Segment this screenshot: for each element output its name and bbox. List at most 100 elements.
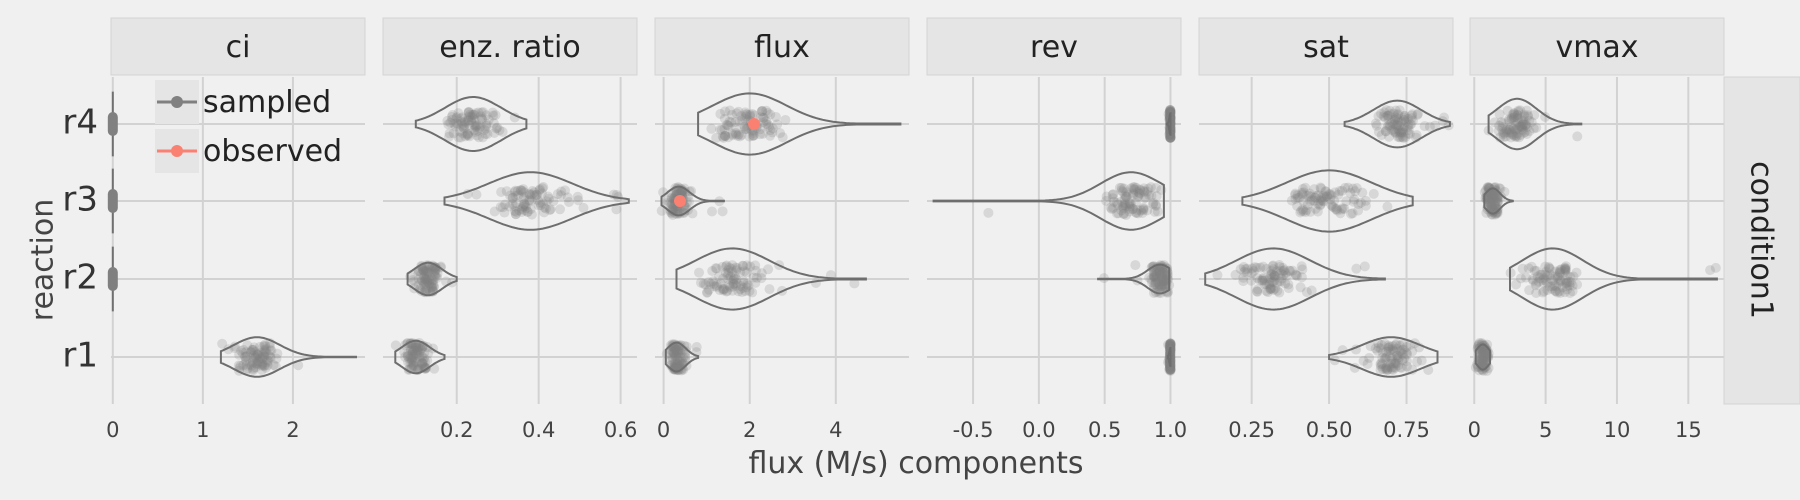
jitter-point — [1384, 131, 1395, 142]
jitter-point — [1300, 207, 1311, 218]
jitter-point — [1550, 285, 1561, 296]
jitter-point — [541, 196, 552, 207]
jitter-point — [1337, 203, 1348, 214]
jitter-point — [559, 185, 570, 196]
x-tick-label: 2 — [286, 418, 299, 442]
jitter-point — [402, 351, 413, 362]
jitter-point — [1392, 117, 1403, 128]
jitter-point — [1399, 111, 1410, 122]
jitter-point — [1489, 200, 1500, 211]
jitter-point — [578, 202, 589, 213]
jitter-point — [1140, 192, 1151, 203]
jitter-point — [414, 346, 425, 357]
jitter-point — [512, 185, 523, 196]
jitter-point — [1266, 283, 1277, 294]
facet-rev: rev-0.5 0.0 0.5 1.0 — [926, 17, 1187, 442]
jitter-point — [562, 192, 573, 203]
jitter-point — [481, 119, 492, 130]
jitter-point — [1139, 187, 1150, 198]
jitter-point — [519, 199, 530, 210]
jitter-point — [1513, 112, 1524, 123]
jitter-point — [1411, 130, 1422, 141]
jitter-point — [1355, 197, 1366, 208]
jitter-point — [1392, 123, 1403, 134]
jitter-point — [252, 349, 263, 360]
jitter-point — [1401, 356, 1412, 367]
jitter-point — [1252, 273, 1263, 284]
jitter-point — [524, 188, 535, 199]
jitter-point — [1490, 198, 1501, 209]
jitter-point — [1116, 205, 1127, 216]
jitter-point — [459, 123, 470, 134]
jitter-point — [1165, 363, 1176, 374]
jitter-point — [1385, 358, 1396, 369]
jitter-point — [1492, 197, 1503, 208]
jitter-point — [1165, 105, 1176, 116]
violin-outline — [664, 341, 700, 373]
jitter-point — [1528, 275, 1539, 286]
jitter-point — [1507, 123, 1518, 134]
jitter-point — [554, 204, 565, 215]
jitter-point — [1264, 278, 1275, 289]
jitter-point — [662, 197, 673, 208]
jitter-point — [406, 353, 417, 364]
jitter-point — [1517, 124, 1528, 135]
row-strip: condition1 — [1723, 76, 1800, 405]
jitter-point — [1375, 359, 1386, 370]
jitter-point — [406, 344, 417, 355]
jitter-point — [459, 120, 470, 131]
jitter-point — [473, 132, 484, 143]
jitter-point — [1266, 265, 1277, 276]
jitter-point — [1117, 201, 1128, 212]
jitter-point — [265, 351, 276, 362]
jitter-point — [1112, 199, 1123, 210]
jitter-point — [740, 286, 751, 297]
jitter-point — [1524, 285, 1535, 296]
jitter-point — [1559, 287, 1570, 298]
jitter-point — [1111, 198, 1122, 209]
jitter-point — [464, 120, 475, 131]
violin-r3 — [443, 171, 630, 231]
jitter-point — [405, 357, 416, 368]
jitter-point — [509, 186, 520, 197]
jitter-point — [1154, 268, 1165, 279]
jitter-point — [748, 130, 759, 141]
jitter-point — [1264, 279, 1275, 290]
strip-box — [1198, 17, 1454, 76]
jitter-point — [730, 280, 741, 291]
jitter-point — [721, 261, 732, 272]
jitter-point — [544, 205, 555, 216]
jitter-point — [1404, 128, 1415, 139]
jitter-point — [1390, 112, 1401, 123]
jitter-point — [1397, 124, 1408, 135]
jitter-point — [703, 284, 714, 295]
jitter-point — [1511, 119, 1522, 130]
jitter-point — [729, 273, 740, 284]
jitter-point — [1318, 190, 1329, 201]
jitter-point — [1378, 111, 1389, 122]
jitter-point — [1159, 268, 1170, 279]
jitter-point — [1390, 105, 1401, 116]
jitter-point — [671, 348, 682, 359]
jitter-point — [451, 118, 462, 129]
jitter-point — [1499, 128, 1510, 139]
jitter-point — [1300, 182, 1311, 193]
jitter-point — [1278, 265, 1289, 276]
jitter-point — [505, 190, 516, 201]
jitter-point — [429, 266, 440, 277]
jitter-point — [1337, 185, 1348, 196]
jitter-point — [720, 130, 731, 141]
jitter-point — [1393, 354, 1404, 365]
jitter-point — [518, 201, 529, 212]
jitter-point — [1147, 199, 1158, 210]
jitter-point — [1149, 280, 1160, 291]
jitter-point — [1489, 200, 1500, 211]
jitter-point — [517, 203, 528, 214]
jitter-point — [1554, 267, 1565, 278]
jitter-point — [1387, 341, 1398, 352]
jitter-point — [1266, 268, 1277, 279]
violin-r4 — [1343, 99, 1454, 149]
jitter-point — [544, 193, 555, 204]
jitter-point — [1307, 195, 1318, 206]
